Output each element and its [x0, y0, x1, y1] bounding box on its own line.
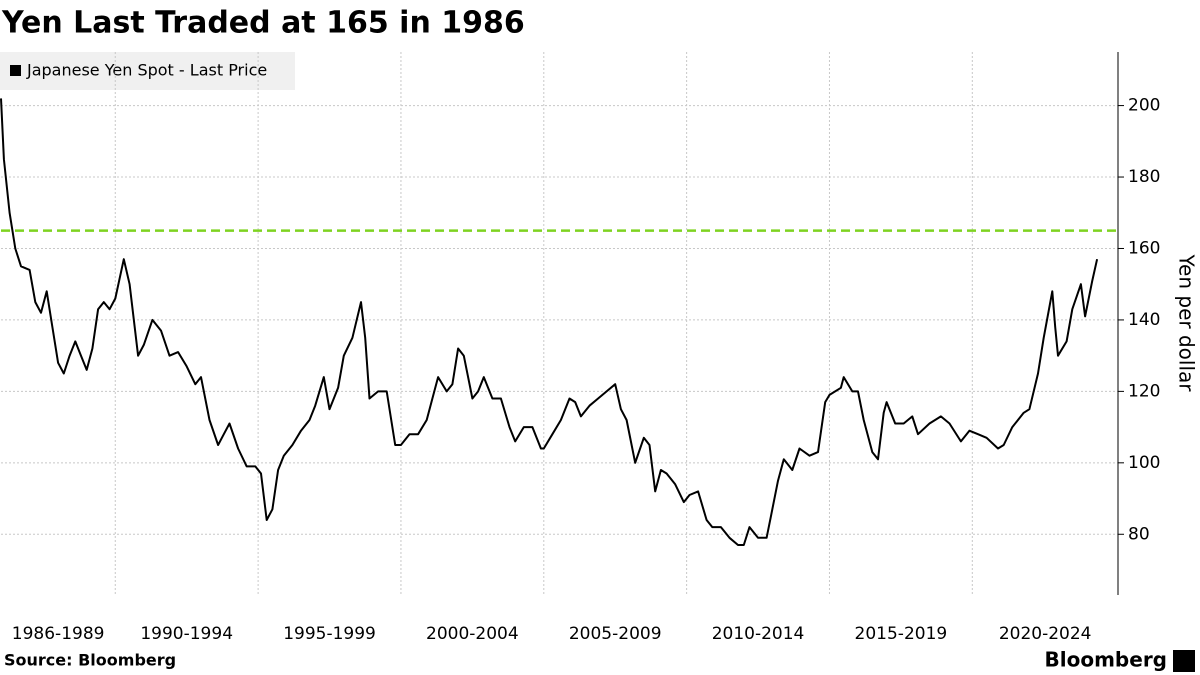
source-note: Source: Bloomberg — [4, 651, 176, 670]
brand-icon — [1173, 650, 1195, 672]
y-tick-label: 200 — [1128, 96, 1160, 116]
x-tick-label: 2010-2014 — [712, 624, 805, 644]
x-tick-label: 2020-2024 — [999, 624, 1092, 644]
x-tick-label: 1995-1999 — [283, 624, 376, 644]
y-tick-label: 140 — [1128, 310, 1160, 330]
y-tick-label: 180 — [1128, 167, 1160, 187]
x-tick-label: 2005-2009 — [569, 624, 662, 644]
legend-box — [0, 52, 295, 90]
chart-title: Yen Last Traded at 165 in 1986 — [1, 6, 525, 41]
brand-logo: Bloomberg — [1045, 648, 1167, 672]
y-axis-title: Yen per dollar — [1175, 253, 1199, 392]
legend-label: Japanese Yen Spot - Last Price — [26, 61, 267, 80]
price-line — [0, 98, 1099, 546]
x-tick-label: 1990-1994 — [140, 624, 233, 644]
x-tick-label: 1986-1989 — [12, 624, 105, 644]
x-tick-label: 2015-2019 — [855, 624, 948, 644]
y-tick-label: 120 — [1128, 381, 1160, 401]
y-tick-label: 80 — [1128, 524, 1150, 544]
x-tick-label: 2000-2004 — [426, 624, 519, 644]
y-tick-label: 100 — [1128, 453, 1160, 473]
legend-swatch — [10, 65, 21, 76]
y-tick-label: 160 — [1128, 238, 1160, 258]
